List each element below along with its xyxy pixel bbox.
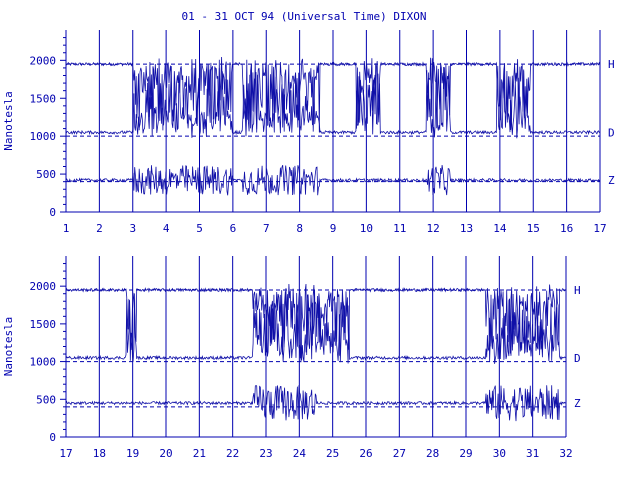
x-tick-label: 9: [330, 222, 337, 235]
series-label-d: D: [608, 126, 615, 139]
x-tick-label: 27: [393, 447, 406, 460]
x-tick-label: 4: [163, 222, 170, 235]
x-tick-label: 24: [293, 447, 307, 460]
y-tick-label: 2000: [30, 54, 57, 67]
x-tick-label: 12: [427, 222, 440, 235]
x-tick-label: 18: [93, 447, 106, 460]
y-tick-label: 500: [36, 393, 56, 406]
x-tick-label: 8: [296, 222, 303, 235]
x-tick-label: 15: [527, 222, 540, 235]
x-tick-label: 13: [460, 222, 473, 235]
y-tick-label: 0: [49, 206, 56, 219]
x-tick-label: 30: [493, 447, 506, 460]
x-tick-label: 17: [59, 447, 72, 460]
x-tick-label: 11: [393, 222, 406, 235]
x-tick-label: 26: [359, 447, 372, 460]
x-tick-label: 31: [526, 447, 539, 460]
x-tick-label: 28: [426, 447, 439, 460]
y-tick-label: 1500: [30, 318, 57, 331]
x-tick-label: 17: [593, 222, 606, 235]
panel-top: 1 2 3 4 5 6 7 8 9 10 11 12 13 14 15 16 17050010001500200…: [2, 30, 615, 235]
panel-bottom: 17 18 19 20 21 22 23 24 25 26 27 28 29 30 31 32 0 500 1000…: [2, 256, 581, 460]
x-tick-label: 29: [459, 447, 472, 460]
chart-title: 01 - 31 OCT 94 (Universal Time) DIXON: [181, 10, 426, 23]
x-tick-label: 14: [493, 222, 507, 235]
x-tick-label: 20: [159, 447, 172, 460]
series-label-h: H: [608, 58, 615, 71]
y-tick-label: 1000: [30, 130, 57, 143]
y-tick-label: 0: [49, 431, 56, 444]
series-label-h: H: [574, 284, 581, 297]
series-label-z: Z: [608, 174, 615, 187]
x-tick-label: 3: [129, 222, 136, 235]
series-line-h: [65, 56, 601, 133]
x-tick-label: 2: [96, 222, 103, 235]
y-tick-label: 2000: [30, 280, 57, 293]
series-line-z: [65, 384, 567, 422]
y-axis-label: Nanotesla: [2, 91, 15, 151]
y-tick-label: 1500: [30, 92, 57, 105]
series-label-z: Z: [574, 397, 581, 410]
x-tick-label: 1: [63, 222, 70, 235]
series-line-d: [65, 288, 567, 364]
x-tick-label: 19: [126, 447, 139, 460]
series-line-z: [65, 164, 601, 196]
x-tick-label: 32: [559, 447, 572, 460]
x-tick-label: 10: [360, 222, 373, 235]
series-label-d: D: [574, 352, 581, 365]
y-axis-label: Nanotesla: [2, 317, 15, 377]
x-tick-label: 22: [226, 447, 239, 460]
x-tick-label: 7: [263, 222, 270, 235]
x-tick-label: 6: [230, 222, 237, 235]
x-tick-label: 21: [193, 447, 206, 460]
y-tick-label: 1000: [30, 356, 57, 369]
y-tick-label: 500: [36, 168, 56, 181]
series-line-h: [65, 283, 567, 363]
x-tick-label: 25: [326, 447, 339, 460]
series-line-d: [65, 58, 601, 139]
x-tick-label: 5: [196, 222, 203, 235]
x-tick-label: 16: [560, 222, 573, 235]
x-tick-label: 23: [259, 447, 272, 460]
